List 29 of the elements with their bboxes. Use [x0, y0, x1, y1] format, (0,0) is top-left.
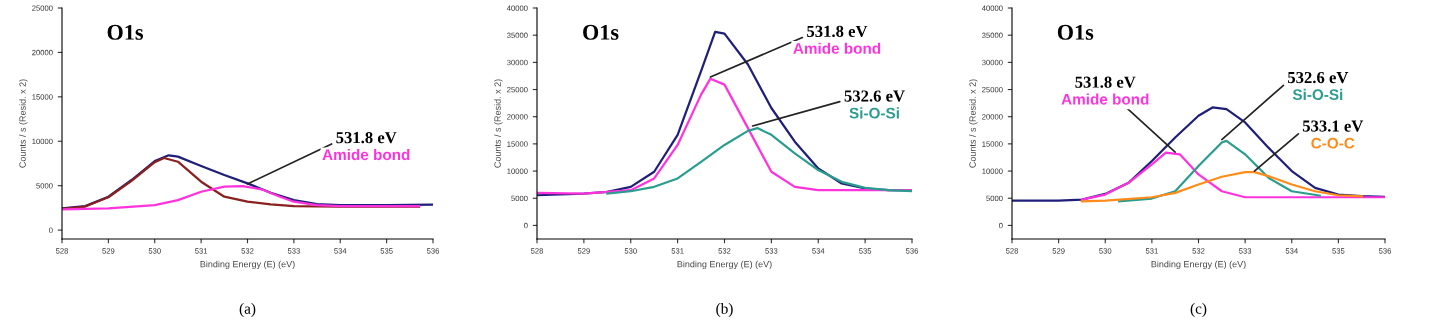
line-series — [537, 77, 912, 195]
line-series — [1080, 151, 1385, 201]
y-axis-title: Counts / s (Resid. x 2) — [19, 79, 28, 168]
y-axis-title: Counts / s (Resid. x 2) — [494, 79, 503, 168]
text: (c) — [1190, 303, 1207, 317]
text: (a) — [239, 303, 256, 317]
x-axis-title: Binding Energy (E) (eV) — [1151, 260, 1246, 270]
x-axis-title: Binding Energy (E) (eV) — [677, 260, 772, 270]
text: O1s — [1057, 24, 1094, 40]
text: Si-O-Si — [849, 107, 899, 119]
y-axis-title: Counts / s (Resid. x 2) — [969, 79, 978, 168]
annotation: 531.8 eV — [807, 25, 868, 38]
line-series — [606, 127, 912, 195]
text: (b) — [716, 303, 733, 317]
annotation: 531.8 eV — [1075, 76, 1136, 88]
x-axis-title: Binding Energy (E) (eV) — [200, 260, 295, 270]
text: Si-O-Si — [1292, 88, 1343, 101]
annotation: 532.6 eV — [1287, 71, 1349, 84]
text: O1s — [583, 24, 619, 40]
annotation: 531.8 eV — [336, 131, 397, 144]
text: O1s — [107, 24, 144, 40]
annotation: 533.1 eV — [1302, 120, 1364, 132]
line-series — [62, 184, 421, 211]
text: Amide bond — [322, 148, 410, 161]
text: C-O-C — [1311, 137, 1355, 149]
line-series — [1080, 170, 1363, 203]
text: Amide bond — [1061, 93, 1149, 105]
text: Amide bond — [793, 42, 881, 54]
annotation: 532.6 eV — [844, 90, 905, 102]
